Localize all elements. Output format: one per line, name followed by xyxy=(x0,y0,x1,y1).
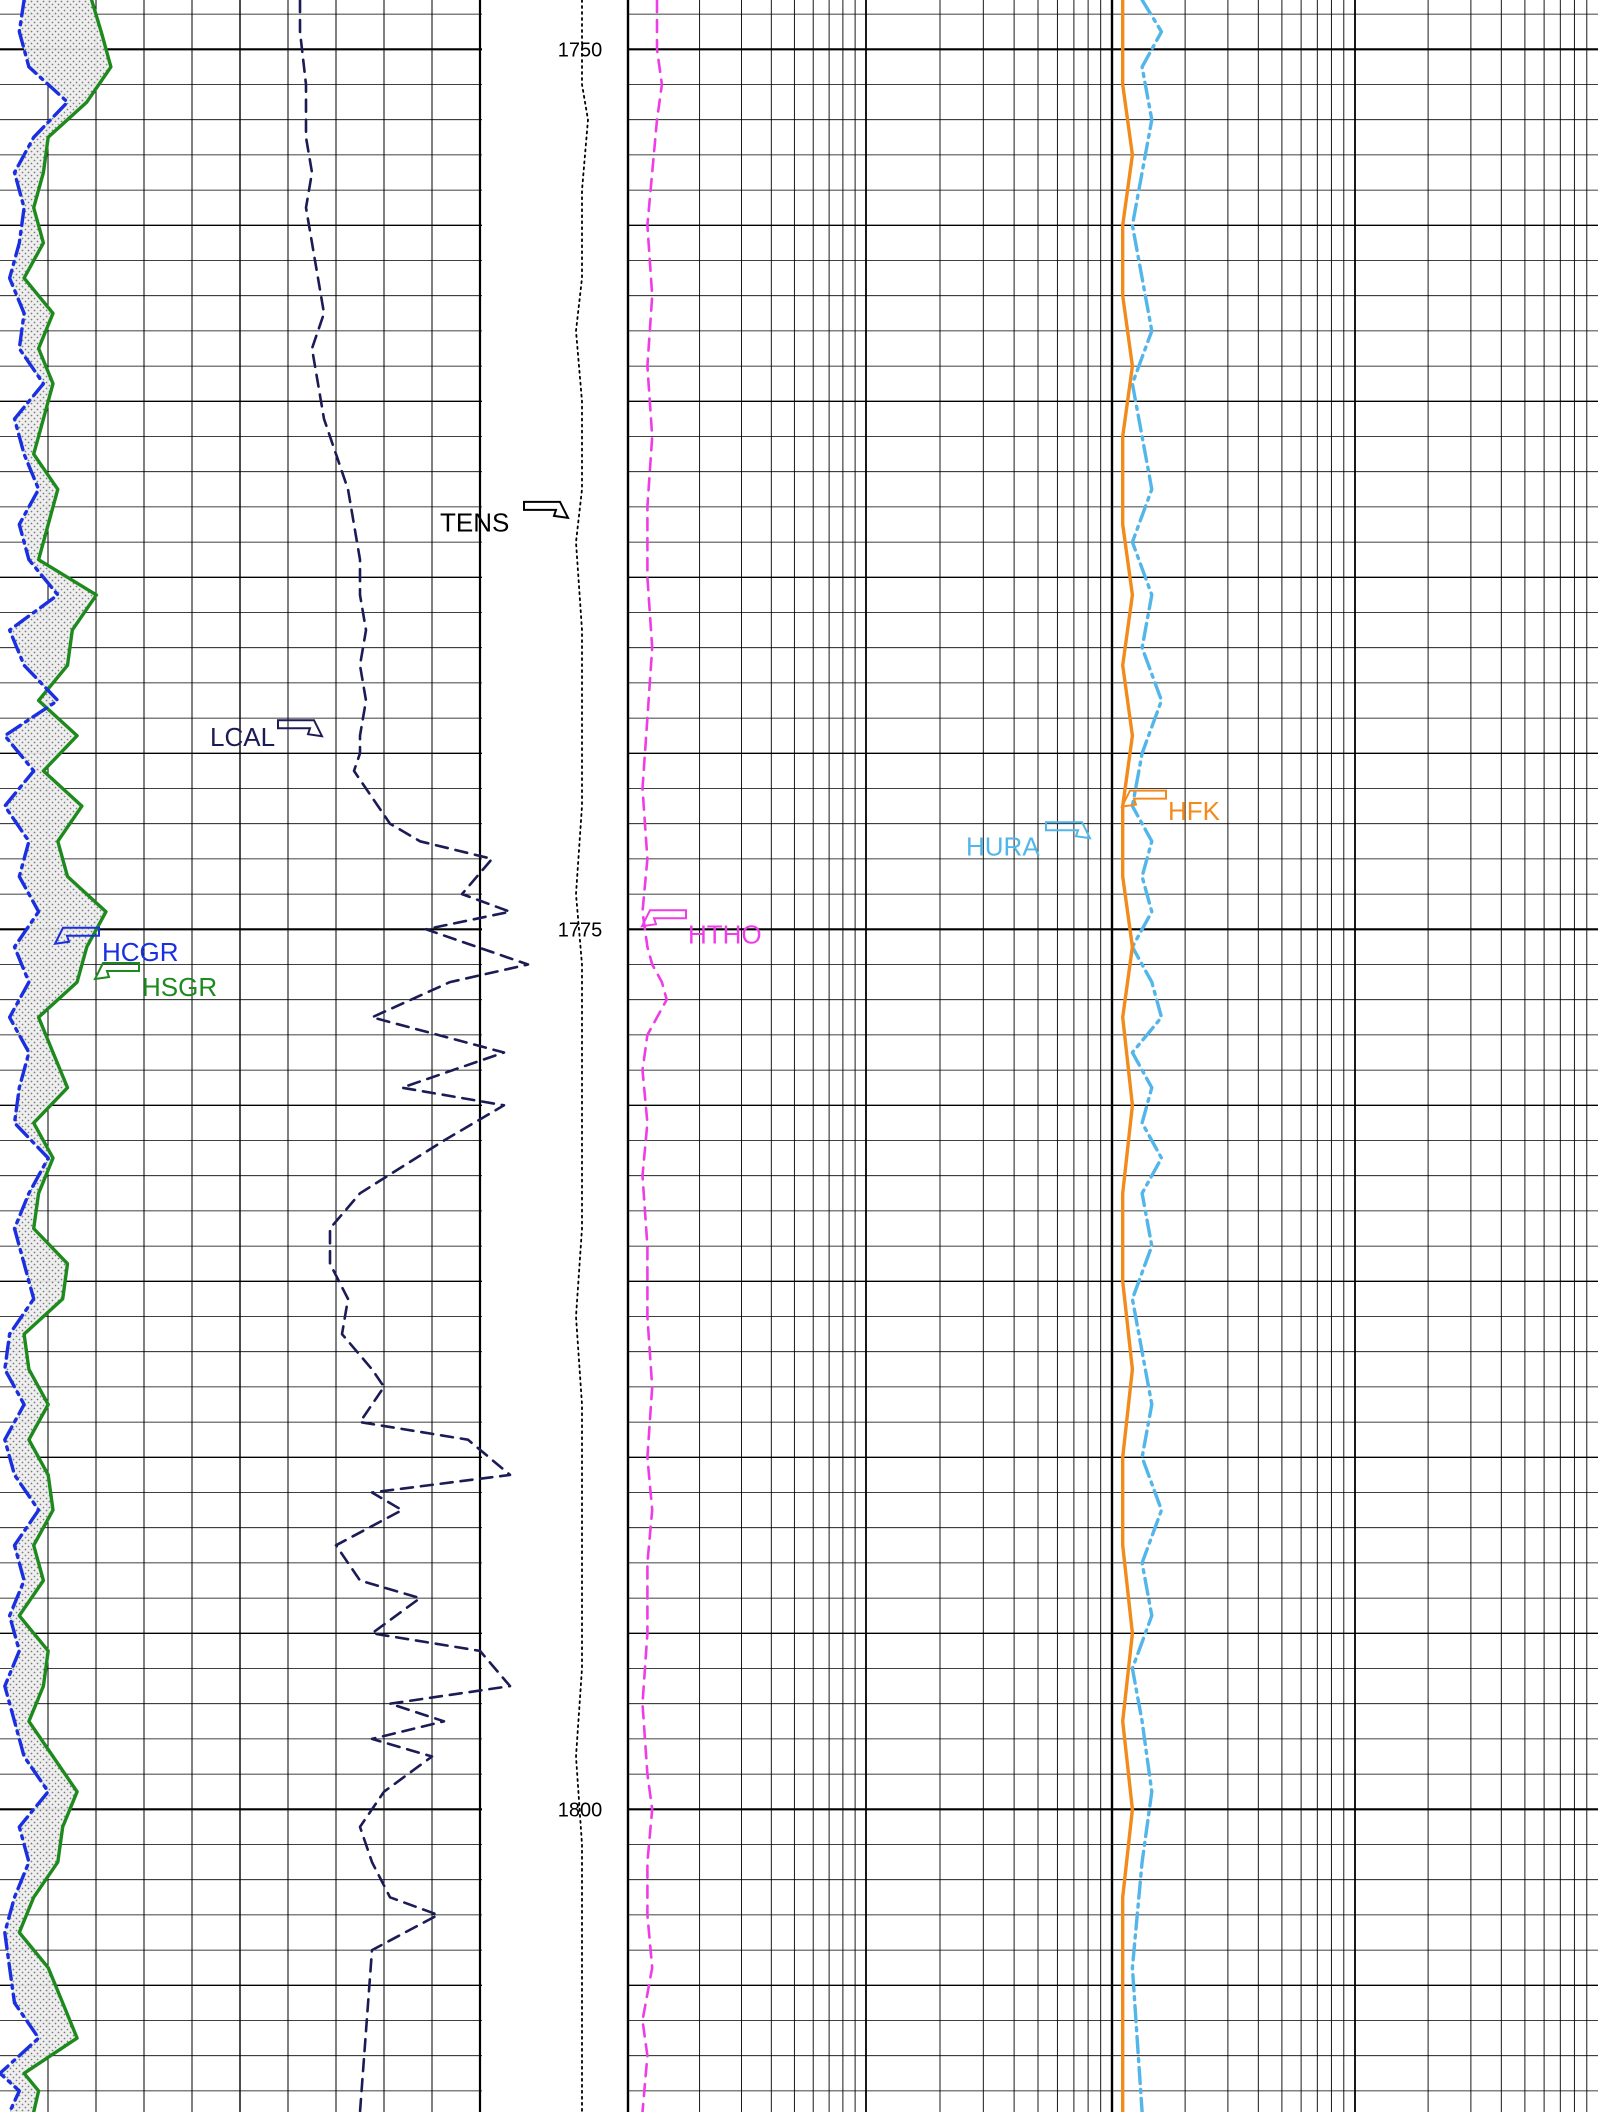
curve-hcgr xyxy=(0,0,70,2112)
depth-tick-label: 1800 xyxy=(558,1799,603,1821)
curves xyxy=(0,0,1164,2112)
curve-label-arrow-tens xyxy=(523,500,570,520)
curve-label-hfk: HFK xyxy=(1168,796,1221,826)
curve-htho xyxy=(641,0,668,2112)
curve-label-arrow-hsgr xyxy=(93,962,140,981)
curve-lcal xyxy=(298,0,530,2112)
curve-hfk xyxy=(1121,0,1135,2112)
curve-label-lcal: LCAL xyxy=(210,722,275,752)
curve-label-arrow-hcgr xyxy=(53,926,100,946)
curve-label-arrow-htho xyxy=(640,909,687,928)
curve-label-tens: TENS xyxy=(440,508,509,538)
curve-hura xyxy=(1130,0,1164,2112)
curve-label-arrow-hura xyxy=(1045,821,1092,840)
depth-tick-label: 1775 xyxy=(558,919,603,941)
gr-difference-fill xyxy=(0,0,111,2112)
curve-label-arrow-lcal xyxy=(277,719,324,738)
curve-tens xyxy=(575,0,589,2112)
curve-hsgr xyxy=(17,0,113,2112)
curve-label-arrow-hfk xyxy=(1120,789,1167,808)
depth-tick-label: 1750 xyxy=(558,39,603,61)
curve-label-hura: HURA xyxy=(966,831,1040,861)
curve-label-hsgr: HSGR xyxy=(142,972,217,1002)
curve-label-htho: HTHO xyxy=(688,919,762,949)
gr-fill-area xyxy=(0,0,111,2112)
depth-track: 1750 1775 1800 xyxy=(558,39,603,1821)
